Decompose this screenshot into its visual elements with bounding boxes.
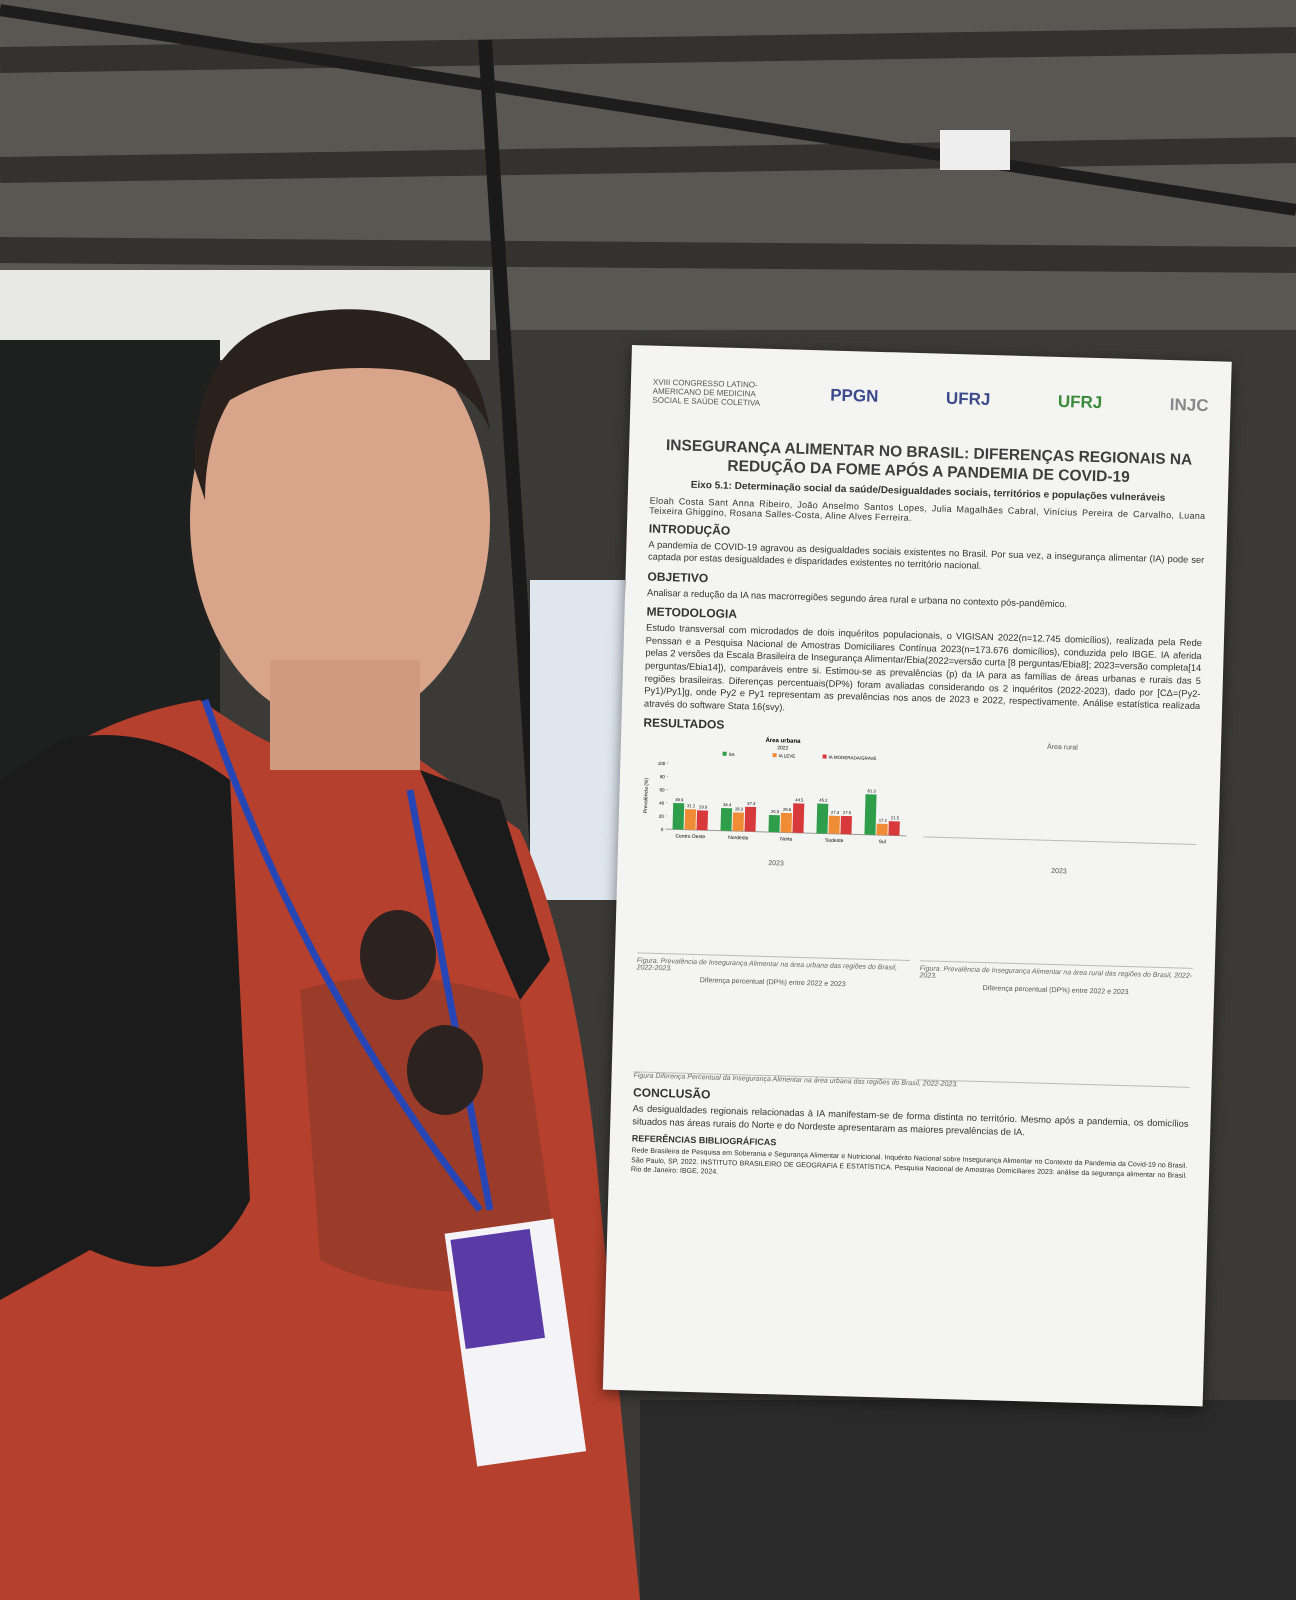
backpack-strap [0, 735, 250, 1300]
legend-swatch [772, 753, 777, 758]
bar [864, 794, 877, 836]
bar [696, 810, 709, 831]
bar [732, 812, 745, 832]
value-label: 25.9 [771, 809, 780, 814]
bar [672, 803, 685, 830]
paragraph: Estudo transversal com microdados de doi… [643, 622, 1203, 713]
y-tick-label: 20 [659, 814, 665, 819]
x-tick-label: Sul [879, 839, 886, 845]
bar [840, 816, 852, 835]
logos: XVIII CONGRESSO LATINO-AMERICANO DE MEDI… [652, 360, 1210, 438]
chart-subtitle: 2022 [777, 745, 789, 751]
chart-placeholder: 2023 [919, 864, 1196, 970]
value-label: 61.3 [867, 789, 876, 794]
value-label: 45.2 [819, 798, 828, 803]
legend-label: IA MODERADA/GRAVE [828, 755, 876, 761]
value-label: 29.6 [783, 807, 792, 812]
x-tick-label: Norte [780, 837, 793, 843]
value-label: 39.9 [675, 797, 684, 802]
y-tick-label: 100 [658, 761, 666, 766]
legend-label: SA [729, 752, 735, 757]
bar [876, 823, 888, 836]
hair [194, 309, 491, 500]
x-tick-label: Sudeste [825, 838, 844, 845]
legend-label: IA LEVE [779, 753, 796, 758]
value-label: 17.2 [879, 818, 888, 823]
poster: XVIII CONGRESSO LATINO-AMERICANO DE MEDI… [602, 345, 1232, 1407]
y-tick-label: 80 [660, 774, 666, 779]
x-tick-label: Nordeste [728, 835, 749, 842]
y-axis-label: Prevalência (%) [643, 778, 650, 814]
chart-placeholder: Diferença percentual (DP%) entre 2022 e … [633, 975, 910, 1081]
chart-title: Área urbana [765, 737, 801, 745]
value-label: 37.3 [747, 801, 756, 806]
bar [720, 808, 733, 832]
logo-text: XVIII CONGRESSO LATINO-AMERICANO DE MEDI… [652, 377, 761, 408]
value-label: 34.4 [723, 802, 732, 807]
chart-placeholder: Diferença percentual (DP%) entre 2022 e … [916, 983, 1193, 1089]
logo-text: UFRJ [1057, 391, 1103, 413]
legend-swatch [822, 754, 827, 759]
bar [828, 815, 840, 835]
logo-text: UFRJ [945, 388, 991, 410]
bar [684, 809, 697, 831]
value-label: 44.5 [795, 798, 804, 803]
logo-text: INJC [1169, 395, 1209, 416]
value-label: 28.3 [735, 807, 744, 812]
value-label: 29.9 [699, 805, 708, 810]
bar [768, 815, 780, 833]
bar [792, 803, 805, 834]
logo-text: PPGN [829, 385, 879, 406]
value-label: 31.2 [687, 803, 696, 808]
y-tick-label: 60 [659, 788, 665, 793]
face [190, 315, 490, 725]
x-tick-label: Centro Oeste [675, 834, 705, 841]
legend-swatch [722, 751, 727, 757]
charts: Área urbana 2022 SA IA LEVE IA MODERADA/GRAV… [633, 733, 1199, 1089]
y-tick-label: 40 [659, 801, 665, 806]
bar [744, 806, 757, 832]
bar [780, 813, 793, 833]
bar [888, 821, 900, 836]
chart-placeholder: 2023 [637, 856, 913, 962]
value-label: 27.3 [831, 810, 840, 815]
chart-placeholder: Área rural [923, 740, 1199, 846]
bar [816, 803, 829, 834]
value-label: 27.5 [843, 810, 852, 815]
value-label: 21.5 [891, 815, 900, 820]
y-tick-label: 0 [661, 827, 664, 832]
